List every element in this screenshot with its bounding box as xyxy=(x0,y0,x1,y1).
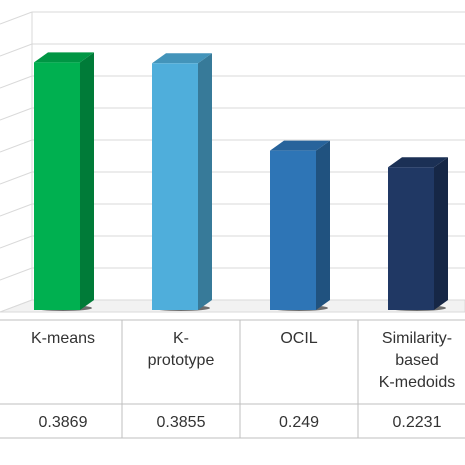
category-label-line: OCIL xyxy=(280,330,318,347)
value-label: 0.2231 xyxy=(392,414,442,431)
bar xyxy=(388,167,434,310)
category-label-text: K-means xyxy=(4,322,122,350)
bar-side xyxy=(80,52,94,310)
bar-top xyxy=(388,157,448,168)
bar-top xyxy=(270,140,330,151)
gridline-side xyxy=(0,11,33,25)
gridline-side xyxy=(0,171,33,185)
category-label: K-means xyxy=(4,322,122,404)
gridline-side xyxy=(0,75,33,89)
category-label-line: Similarity- xyxy=(381,330,453,347)
gridline-side xyxy=(0,267,33,281)
gridline-side xyxy=(0,43,33,57)
gridline-side xyxy=(0,139,33,153)
bar-side xyxy=(198,53,212,310)
value-label: 0.3869 xyxy=(38,414,88,431)
category-label-text: K-prototype xyxy=(122,322,240,372)
bar xyxy=(34,62,80,310)
gridline-side xyxy=(0,107,33,121)
category-label: OCIL xyxy=(240,322,358,404)
category-label-line: K- xyxy=(173,330,189,347)
bar-top xyxy=(152,53,212,64)
bar xyxy=(152,63,198,310)
category-label-line: based xyxy=(395,352,439,369)
gridline-side xyxy=(0,203,33,217)
bar-top xyxy=(34,52,94,63)
category-label: Similarity-based K-medoids xyxy=(358,322,465,404)
bar-side xyxy=(316,140,330,310)
category-label-line: K-medoids xyxy=(378,374,456,391)
value-label: 0.3855 xyxy=(156,414,206,431)
gridline-side xyxy=(0,235,33,249)
category-label: K-prototype xyxy=(122,322,240,404)
value-label: 0.249 xyxy=(278,414,320,431)
category-label-line: K-means xyxy=(30,330,96,347)
bar-side xyxy=(434,157,448,310)
category-label-text: OCIL xyxy=(240,322,358,350)
bar xyxy=(270,150,316,310)
chart-floor xyxy=(0,299,465,313)
category-label-line: prototype xyxy=(147,352,215,369)
category-label-text: Similarity-based K-medoids xyxy=(358,322,465,394)
